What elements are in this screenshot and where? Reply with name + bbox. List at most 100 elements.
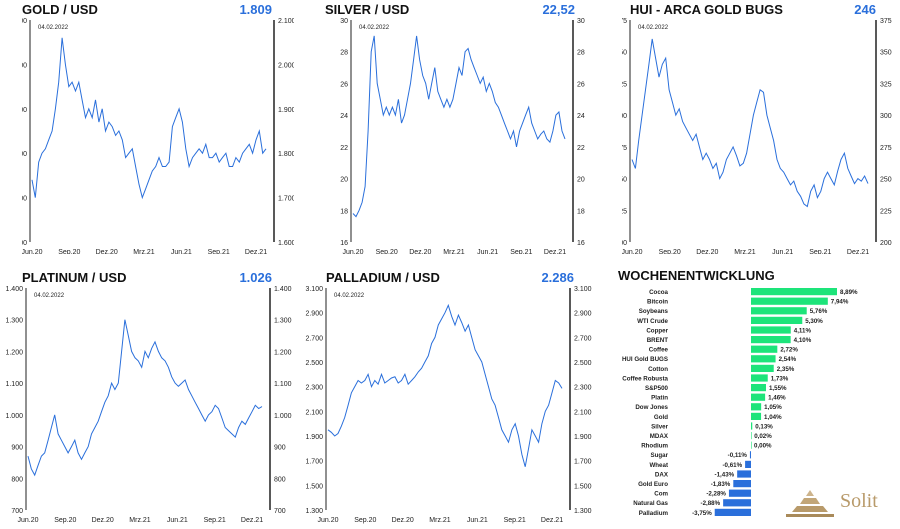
bar bbox=[751, 326, 791, 334]
y-tick-label-right: 2.300 bbox=[574, 385, 592, 392]
y-tick-label-right: 1.800 bbox=[278, 151, 294, 158]
bar-category-label: MDAX bbox=[650, 433, 669, 440]
x-tick-label: Jun.20 bbox=[317, 517, 338, 524]
bar-value-label: 5,76% bbox=[810, 308, 828, 315]
price-series-line bbox=[352, 35, 566, 218]
gold-usd-chart: GOLD / USD 1.809 1.600 1.600 1.700 1.700 1.8… bbox=[22, 2, 294, 254]
chart-title: HUI - ARCA GOLD BUGS bbox=[630, 2, 783, 17]
y-tick-label-left: 1.300 bbox=[5, 318, 23, 325]
y-tick-label-right: 700 bbox=[274, 508, 286, 515]
bar-category-label: DAX bbox=[655, 471, 669, 478]
y-tick-label-right: 1.300 bbox=[274, 318, 292, 325]
bar bbox=[751, 364, 774, 372]
bar-value-label: 1,73% bbox=[771, 375, 789, 382]
bar-category-label: Silver bbox=[651, 423, 668, 430]
y-tick-label-right: 22 bbox=[577, 145, 585, 152]
y-tick-label-right: 1.700 bbox=[278, 196, 294, 203]
x-tick-label: Sep.20 bbox=[376, 249, 398, 254]
x-tick-label: Dez.20 bbox=[409, 249, 431, 254]
bar bbox=[751, 393, 766, 401]
chart-plot: 200 200 225 225 250 250 275 275 300 300 325 325 350 3… bbox=[622, 18, 892, 254]
bar bbox=[751, 316, 803, 324]
chart-plot: 700 700 800 800 900 900 1.000 1.000 1.100 1.100 1.… bbox=[5, 286, 292, 524]
bar-value-label: 4,10% bbox=[794, 337, 812, 344]
chart-title: GOLD / USD bbox=[22, 2, 98, 17]
y-tick-label-left: 2.700 bbox=[305, 335, 323, 342]
bar-category-label: Rhodium bbox=[641, 443, 668, 450]
bar bbox=[751, 374, 768, 382]
x-tick-label: Dez.20 bbox=[392, 517, 414, 524]
y-tick-label-left: 24 bbox=[340, 113, 348, 120]
date-label: 04.02.2022 bbox=[38, 25, 69, 31]
x-tick-label: Jun.20 bbox=[17, 517, 38, 524]
y-tick-label-right: 1.300 bbox=[574, 508, 592, 515]
bar bbox=[751, 432, 752, 440]
y-tick-label-left: 1.900 bbox=[22, 107, 27, 114]
bar bbox=[728, 489, 751, 497]
x-tick-label: Sep.21 bbox=[504, 517, 526, 524]
x-tick-label: Mrz.21 bbox=[443, 249, 465, 254]
y-tick-label-right: 1.500 bbox=[574, 483, 592, 490]
x-tick-label: Jun.20 bbox=[22, 249, 43, 254]
x-tick-label: Jun.20 bbox=[622, 249, 643, 254]
y-tick-label-right: 2.000 bbox=[278, 62, 294, 69]
y-tick-label-right: 20 bbox=[577, 177, 585, 184]
bar bbox=[733, 480, 751, 488]
solit-logo-text: Solit bbox=[840, 490, 878, 512]
bar-category-label: Cocoa bbox=[649, 289, 668, 296]
y-tick-label-left: 1.900 bbox=[305, 434, 323, 441]
chart-title: PLATINUM / USD bbox=[22, 270, 127, 285]
y-tick-label-right: 2.100 bbox=[574, 409, 592, 416]
y-tick-label-left: 375 bbox=[622, 18, 627, 25]
y-tick-label-left: 250 bbox=[622, 177, 627, 184]
bar-category-label: Cotton bbox=[648, 366, 668, 373]
x-tick-label: Dez.20 bbox=[96, 249, 118, 254]
y-tick-label-right: 250 bbox=[880, 177, 892, 184]
x-tick-label: Sep.20 bbox=[54, 517, 76, 524]
hui-arca-gold-bugs-chart: HUI - ARCA GOLD BUGS 246 200 200 225 225 250… bbox=[622, 2, 894, 254]
bar-value-label: 1,04% bbox=[764, 414, 782, 421]
y-tick-label-right: 800 bbox=[274, 476, 286, 483]
x-tick-label: Dez.21 bbox=[245, 249, 267, 254]
y-tick-label-left: 22 bbox=[340, 145, 348, 152]
platinum-usd-chart: PLATINUM / USD 1.026 700 700 800 800 900 900 1… bbox=[2, 270, 294, 528]
bar bbox=[751, 355, 776, 363]
chart-current-value: 2.286 bbox=[541, 270, 574, 285]
bar bbox=[714, 508, 751, 516]
bar-value-label: -0,11% bbox=[728, 452, 748, 459]
x-tick-label: Sep.21 bbox=[510, 249, 532, 254]
y-tick-label-right: 1.000 bbox=[274, 413, 292, 420]
y-tick-label-right: 2.700 bbox=[574, 335, 592, 342]
chart-plot: 1.300 1.300 1.500 1.500 1.700 1.700 1.900 1.900… bbox=[305, 286, 592, 524]
y-tick-label-right: 1.900 bbox=[278, 107, 294, 114]
y-tick-label-right: 16 bbox=[577, 240, 585, 247]
x-tick-label: Dez.20 bbox=[696, 249, 718, 254]
y-tick-label-left: 1.000 bbox=[5, 413, 23, 420]
x-tick-label: Sep.21 bbox=[204, 517, 226, 524]
bar-category-label: Bitcoin bbox=[647, 299, 668, 306]
y-tick-label-right: 1.900 bbox=[574, 434, 592, 441]
date-label: 04.02.2022 bbox=[638, 25, 669, 31]
y-tick-label-right: 2.100 bbox=[278, 18, 294, 25]
bar-value-label: 2,54% bbox=[779, 356, 797, 363]
bar-category-label: Palladium bbox=[639, 510, 669, 517]
y-tick-label-right: 1.600 bbox=[278, 240, 294, 247]
x-tick-label: Sep.20 bbox=[659, 249, 681, 254]
chart-current-value: 246 bbox=[854, 2, 876, 17]
bar bbox=[749, 451, 751, 459]
chart-current-value: 1.809 bbox=[239, 2, 272, 17]
bar-category-label: Copper bbox=[646, 327, 668, 334]
x-tick-label: Dez.21 bbox=[541, 517, 563, 524]
y-tick-label-left: 1.800 bbox=[22, 151, 27, 158]
bar-value-label: 1,05% bbox=[764, 404, 782, 411]
y-tick-label-left: 20 bbox=[340, 177, 348, 184]
y-tick-label-left: 1.700 bbox=[305, 459, 323, 466]
y-tick-label-left: 30 bbox=[340, 18, 348, 25]
y-tick-label-left: 800 bbox=[11, 476, 23, 483]
x-tick-label: Dez.20 bbox=[92, 517, 114, 524]
y-tick-label-right: 1.100 bbox=[274, 381, 292, 388]
x-tick-label: Sep.20 bbox=[354, 517, 376, 524]
y-tick-label-left: 1.100 bbox=[5, 381, 23, 388]
y-tick-label-left: 300 bbox=[622, 113, 627, 120]
bar-category-label: Com bbox=[654, 491, 668, 498]
